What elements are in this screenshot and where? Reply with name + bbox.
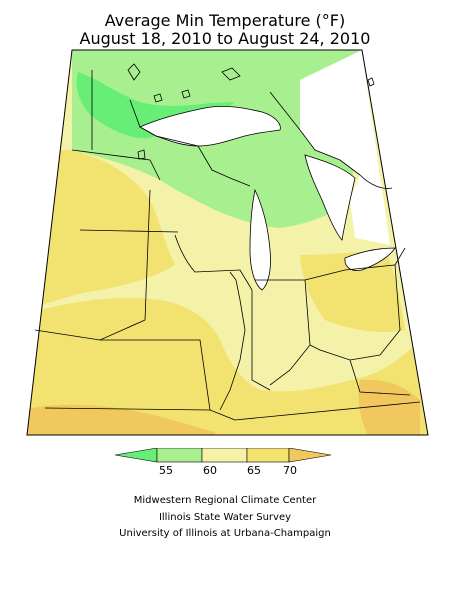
- legend-bin-55-60: [156, 448, 203, 463]
- zone-65-70-northwest: [40, 150, 175, 305]
- legend-tick-60: 60: [203, 464, 217, 477]
- legend-bin-60-65: [201, 448, 248, 463]
- credit-line-3: University of Illinois at Urbana-Champai…: [119, 528, 331, 539]
- legend-tick-55: 55: [159, 464, 173, 477]
- legend-tick-65: 65: [247, 464, 261, 477]
- legend-bin-above-70: [288, 448, 332, 463]
- lake-outlines: [139, 91, 396, 291]
- lake-huron: [305, 155, 355, 240]
- map-title-line-2: August 18, 2010 to August 24, 2010: [79, 29, 371, 48]
- state-borders: [34, 70, 421, 421]
- zone-65-70-east: [300, 250, 405, 332]
- lake-superior: [140, 106, 281, 146]
- temperature-zones: [27, 50, 428, 435]
- legend-bin-below-55: [115, 448, 158, 463]
- temperature-legend: 55 60 65 70: [115, 448, 332, 477]
- credit-line-1: Midwestern Regional Climate Center: [133, 495, 317, 506]
- lake-michigan: [250, 190, 271, 290]
- ontario-region: [300, 50, 390, 245]
- map-frame: [26, 49, 429, 436]
- map-title-line-1: Average Min Temperature (°F): [104, 11, 346, 30]
- zone-65-70-southwest: [27, 298, 428, 435]
- zone-under-55: [76, 72, 235, 139]
- zone-55-60-lake-superior-south: [200, 150, 262, 176]
- lake-erie: [344, 248, 395, 271]
- credit-line-2: Illinois State Water Survey: [158, 512, 292, 523]
- legend-tick-70: 70: [283, 464, 297, 477]
- legend-bin-65-70: [246, 448, 290, 463]
- islands: [127, 63, 375, 160]
